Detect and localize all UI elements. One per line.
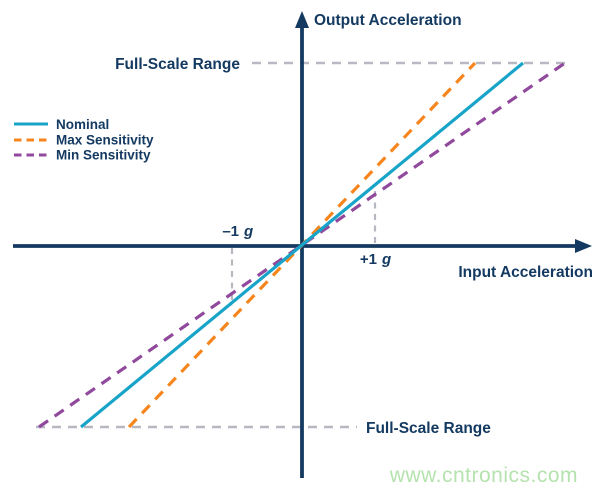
- x-axis-label: Input Acceleration: [458, 264, 593, 281]
- full-scale-range-bottom-label: Full-Scale Range: [366, 420, 491, 437]
- legend-nominal-label: Nominal: [56, 117, 109, 132]
- plus-1g-unit-label: g: [381, 251, 391, 268]
- full-scale-range-top-label: Full-Scale Range: [115, 56, 240, 73]
- legend-max-sensitivity-label: Max Sensitivity: [56, 133, 154, 148]
- y-axis-arrow-icon: [295, 11, 309, 28]
- minus-1g-value-label: –1: [222, 223, 239, 240]
- legend-min-sensitivity-label: Min Sensitivity: [56, 148, 151, 163]
- legend: Nominal Max Sensitivity Min Sensitivity: [14, 117, 154, 163]
- min-sensitivity-line: [38, 61, 566, 429]
- minus-1g-unit-label: g: [243, 223, 253, 240]
- x-axis-arrow-icon: [575, 239, 592, 253]
- y-axis-label: Output Acceleration: [314, 12, 462, 29]
- watermark-text: www.cntronics.com: [389, 464, 578, 487]
- plus-1g-value-label: +1: [360, 251, 377, 268]
- nominal-line: [79, 61, 525, 429]
